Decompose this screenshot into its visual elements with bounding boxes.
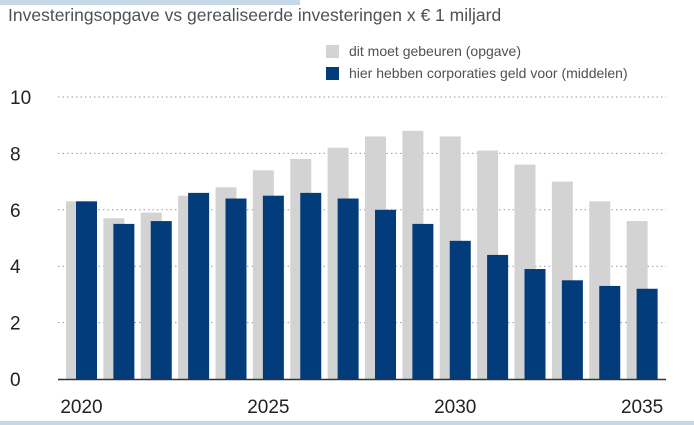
- legend-item-middelen: hier hebben corporaties geld voor (midde…: [326, 62, 628, 84]
- legend-swatch-opgave: [326, 44, 339, 58]
- bar-middelen-2035: [636, 288, 658, 379]
- bar-middelen-2028: [375, 209, 396, 379]
- bar-middelen-2020: [76, 201, 97, 379]
- chart-legend: dit moet gebeuren (opgave) hier hebben c…: [326, 40, 628, 84]
- x-tick-label-2030: 2030: [434, 397, 476, 418]
- bar-middelen-2025: [262, 195, 284, 379]
- chart-subtitle: Investeringsopgave vs gerealiseerde inve…: [8, 5, 502, 25]
- y-tick-label-4: 4: [10, 257, 21, 278]
- y-tick-label-0: 0: [10, 370, 21, 391]
- bar-middelen-2021: [113, 223, 135, 379]
- legend-label-middelen: hier hebben corporaties geld voor (midde…: [349, 65, 628, 81]
- legend-label-opgave: dit moet gebeuren (opgave): [349, 43, 521, 59]
- bottom-accent-rule: [0, 421, 694, 425]
- bar-middelen-2034: [599, 285, 621, 379]
- x-tick-label-2020: 2020: [60, 397, 102, 418]
- bar-middelen-2024: [225, 198, 247, 379]
- legend-swatch-middelen: [326, 66, 339, 80]
- bar-middelen-2026: [300, 192, 322, 379]
- bar-middelen-2032: [524, 269, 546, 379]
- y-tick-label-8: 8: [10, 144, 21, 165]
- bar-middelen-2022: [150, 221, 172, 379]
- y-tick-label-10: 10: [10, 88, 31, 109]
- bar-middelen-2029: [412, 223, 434, 379]
- title-accent-bar: [0, 0, 300, 5]
- bar-middelen-2023: [188, 192, 210, 379]
- bar-middelen-2030: [449, 240, 471, 379]
- bar-middelen-2033: [561, 280, 583, 379]
- bar-middelen-2027: [337, 198, 359, 379]
- legend-item-opgave: dit moet gebeuren (opgave): [326, 40, 628, 62]
- x-tick-label-2035: 2035: [621, 397, 663, 418]
- y-tick-label-6: 6: [10, 201, 21, 222]
- y-tick-label-2: 2: [10, 314, 21, 335]
- x-tick-label-2025: 2025: [247, 397, 289, 418]
- bar-middelen-2031: [487, 254, 509, 379]
